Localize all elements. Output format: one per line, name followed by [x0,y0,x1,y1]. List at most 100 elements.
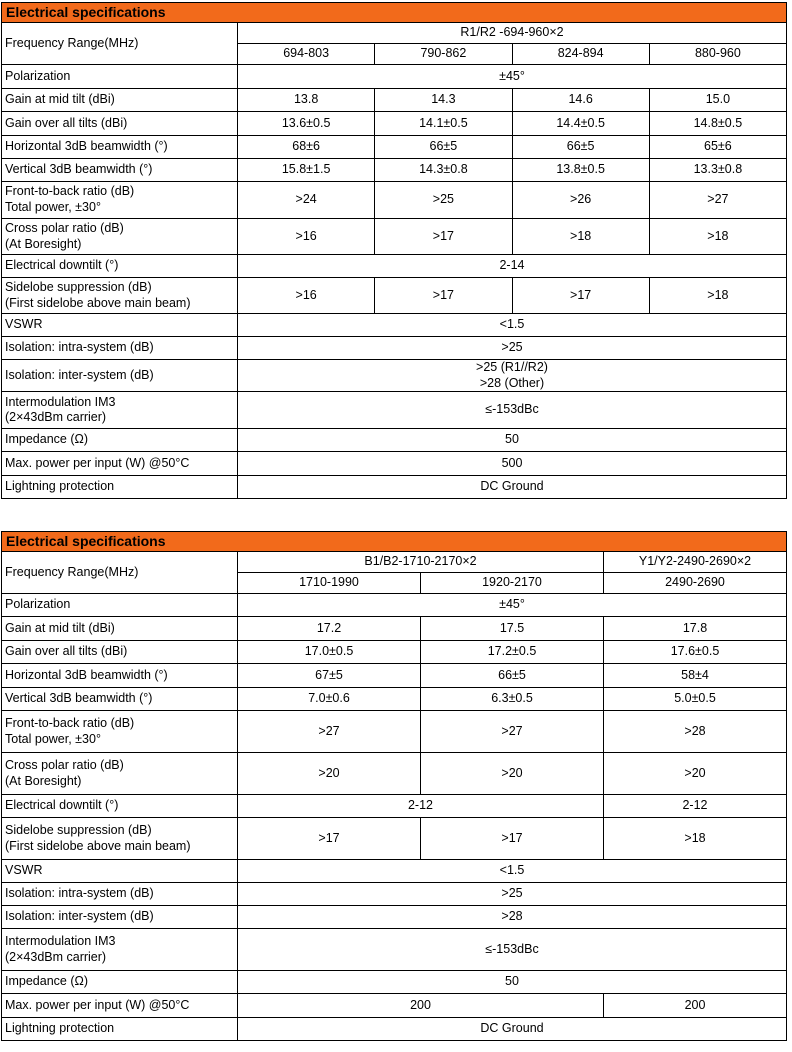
table-row: Vertical 3dB beamwidth (°) 7.0±0.6 6.3±0… [1,687,787,711]
table-row: Gain over all tilts (dBi) 13.6±0.5 14.1±… [1,111,788,136]
table-header-row: Electrical specifications [1,2,787,23]
table-row: Polarization ±45° [1,593,787,617]
downtilt-label: Electrical downtilt (°) [1,254,238,278]
band-label: R1/R2 -694-960×2 [237,22,787,44]
isolation-inter-label: Isolation: inter-system (dB) [1,358,238,393]
cross-polar-label: Cross polar ratio (dB) (At Boresight) [1,752,238,795]
sub-range: 824-894 [511,43,650,65]
polarization-label: Polarization [1,593,238,617]
table-row: Cross polar ratio (dB) (At Boresight) >16… [1,218,788,255]
cross-polar-value: >16 [236,218,376,255]
table-header-row: Electrical specifications [1,531,787,552]
downtilt-value: 2-12 [237,794,604,818]
label-line: (First sidelobe above main beam) [5,295,191,310]
electrical-specs-table-high-band: Electrical specifications Frequency Rang… [1,531,787,1041]
impedance-value: 50 [237,428,787,453]
label-line: (At Boresight) [5,773,82,788]
cross-polar-value: >20 [237,752,421,795]
front-to-back-value: >26 [511,181,650,219]
table-row: Polarization ±45° [1,64,787,89]
table-row: Gain at mid tilt (dBi) 17.2 17.5 17.8 [1,616,787,641]
horizontal-beamwidth-value: 66±5 [420,663,604,688]
table-row: Intermodulation IM3 (2×43dBm carrier) ≤-1… [1,391,787,430]
cross-polar-value: >20 [420,752,604,795]
table-row: Frequency Range(MHz) B1/B2-1710-2170×2 Y… [1,551,787,594]
gain-all-tilts-value: 17.6±0.5 [603,640,787,664]
sub-range: 790-862 [374,43,513,65]
sub-range: 880-960 [648,43,788,65]
label-line: Intermodulation IM3 [5,394,116,409]
table-row: Gain over all tilts (dBi) 17.0±0.5 17.2±… [1,640,787,664]
polarization-label: Polarization [1,64,238,89]
horizontal-beamwidth-value: 68±6 [236,135,376,159]
gain-all-tilts-label: Gain over all tilts (dBi) [1,640,238,664]
front-to-back-value: >28 [603,710,787,753]
vertical-beamwidth-label: Vertical 3dB beamwidth (°) [1,158,238,182]
table-row: Isolation: intra-system (dB) >25 [1,336,787,360]
isolation-intra-label: Isolation: intra-system (dB) [1,882,238,906]
band-label: Y1/Y2-2490-2690×2 [603,551,787,573]
cross-polar-value: >18 [511,218,650,255]
gain-mid-tilt-label: Gain at mid tilt (dBi) [1,616,238,641]
label-line: Cross polar ratio (dB) [5,757,124,772]
front-to-back-value: >25 [374,181,513,219]
value-line: >25 (R1//R2) [476,360,548,374]
downtilt-label: Electrical downtilt (°) [1,794,238,818]
vertical-beamwidth-value: 15.8±1.5 [236,158,376,182]
sidelobe-value: >17 [237,817,421,860]
table-row: Horizontal 3dB beamwidth (°) 68±6 66±5 6… [1,135,788,159]
frequency-range-label: Frequency Range(MHz) [1,551,238,594]
label-line: Intermodulation IM3 [5,933,116,948]
vswr-label: VSWR [1,859,238,883]
polarization-value: ±45° [237,593,787,617]
label-line: (At Boresight) [5,236,82,251]
table-row: Intermodulation IM3 (2×43dBm carrier) ≤-1… [1,928,787,971]
vertical-beamwidth-value: 5.0±0.5 [603,687,787,711]
gain-all-tilts-value: 14.8±0.5 [648,111,788,136]
max-power-value: 500 [237,451,787,477]
vswr-value: <1.5 [237,859,787,883]
gain-all-tilts-value: 14.1±0.5 [374,111,513,136]
isolation-intra-value: >25 [237,336,787,360]
sub-range: 1710-1990 [237,572,421,594]
intermodulation-label: Intermodulation IM3 (2×43dBm carrier) [1,928,238,971]
label-line: (First sidelobe above main beam) [5,838,191,853]
vertical-beamwidth-value: 6.3±0.5 [420,687,604,711]
sidelobe-value: >17 [511,277,650,314]
intermodulation-value: ≤-153dBc [237,391,787,430]
front-to-back-value: >27 [420,710,604,753]
vertical-beamwidth-value: 14.3±0.8 [374,158,513,182]
horizontal-beamwidth-value: 66±5 [511,135,650,159]
gain-mid-tilt-label: Gain at mid tilt (dBi) [1,88,238,112]
table-title: Electrical specifications [1,531,787,552]
front-to-back-value: >27 [648,181,788,219]
vertical-beamwidth-value: 13.8±0.5 [511,158,650,182]
lightning-value: DC Ground [237,475,787,500]
horizontal-beamwidth-label: Horizontal 3dB beamwidth (°) [1,663,238,688]
table-row: Isolation: inter-system (dB) >25 (R1//R2… [1,358,787,393]
frequency-range-label: Frequency Range(MHz) [1,22,238,65]
table-row: Impedance (Ω) 50 [1,970,787,994]
cross-polar-value: >20 [603,752,787,795]
table-row: Vertical 3dB beamwidth (°) 15.8±1.5 14.3… [1,158,788,182]
lightning-label: Lightning protection [1,1017,238,1041]
isolation-intra-label: Isolation: intra-system (dB) [1,336,238,360]
cross-polar-value: >18 [648,218,788,255]
gain-all-tilts-value: 17.2±0.5 [420,640,604,664]
table-row: Frequency Range(MHz) R1/R2 -694-960×2 [1,22,787,65]
impedance-value: 50 [237,970,787,994]
max-power-value: 200 [603,993,787,1018]
band-label: B1/B2-1710-2170×2 [237,551,604,573]
table-row: Cross polar ratio (dB) (At Boresight) >20… [1,752,787,795]
vertical-beamwidth-value: 13.3±0.8 [648,158,788,182]
table-row: Max. power per input (W) @50°C 200 200 [1,993,787,1018]
cross-polar-value: >17 [374,218,513,255]
table-row: Electrical downtilt (°) 2-14 [1,254,787,278]
impedance-label: Impedance (Ω) [1,970,238,994]
impedance-label: Impedance (Ω) [1,428,238,453]
downtilt-value: 2-14 [237,254,787,278]
isolation-inter-label: Isolation: inter-system (dB) [1,905,238,929]
front-to-back-value: >27 [237,710,421,753]
front-to-back-label: Front-to-back ratio (dB) Total power, ±30… [1,181,238,219]
gain-all-tilts-value: 14.4±0.5 [511,111,650,136]
